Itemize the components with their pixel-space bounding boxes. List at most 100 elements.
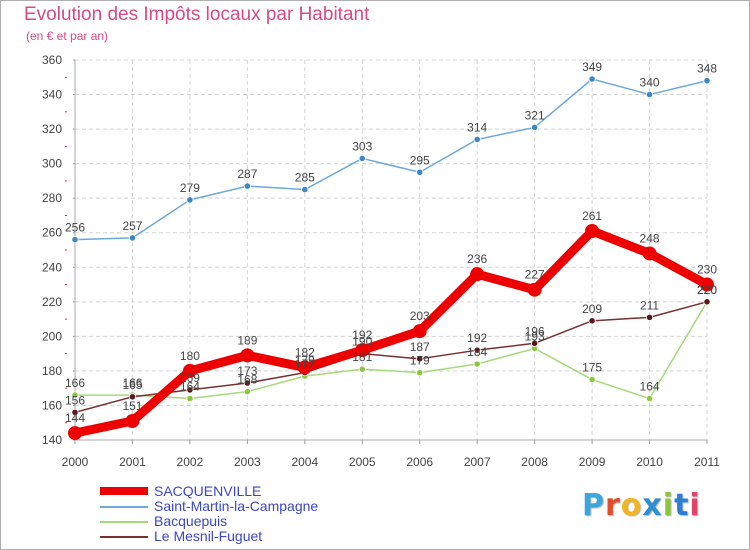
data-point-saint-martin-la-campagne bbox=[473, 135, 481, 144]
data-label-sacquenville: 230 bbox=[697, 263, 717, 277]
data-point-sacquenville bbox=[297, 360, 312, 375]
x-tick-label: 2009 bbox=[579, 455, 606, 469]
data-label-bacquepuis: 168 bbox=[237, 373, 257, 387]
data-label-le-mesnil-fuguet: 192 bbox=[467, 331, 487, 345]
chart-title: Evolution des Impôts locaux par Habitant bbox=[24, 4, 370, 25]
data-label-sacquenville: 144 bbox=[65, 411, 85, 425]
logo-letter: r bbox=[605, 488, 621, 523]
data-label-le-mesnil-fuguet: 173 bbox=[237, 364, 257, 378]
data-point-saint-martin-la-campagne bbox=[703, 77, 711, 85]
x-tick-label: 2000 bbox=[62, 455, 89, 469]
y-tick-label: 180 bbox=[42, 364, 62, 378]
data-point-sacquenville bbox=[125, 414, 140, 428]
series-lines bbox=[68, 75, 714, 441]
data-point-bacquepuis bbox=[71, 391, 79, 399]
data-point-le-mesnil-fuguet bbox=[473, 346, 481, 354]
y-tick-label: 260 bbox=[42, 226, 62, 240]
data-label-saint-martin-la-campagne: 303 bbox=[352, 139, 372, 153]
data-label-bacquepuis: 181 bbox=[352, 350, 372, 364]
x-tick-label: 2011 bbox=[694, 455, 720, 469]
data-label-le-mesnil-fuguet: 220 bbox=[697, 283, 717, 297]
data-label-sacquenville: 203 bbox=[410, 309, 430, 323]
data-point-sacquenville bbox=[240, 348, 255, 363]
legend-item-saint-martin: Saint-Martin-la-Campagne bbox=[100, 499, 460, 514]
data-point-saint-martin-la-campagne bbox=[358, 154, 366, 163]
data-point-sacquenville bbox=[585, 224, 600, 238]
data-point-le-mesnil-fuguet bbox=[128, 393, 137, 401]
data-point-saint-martin-la-campagne bbox=[301, 185, 309, 194]
legend-label-le-mesnil-fuguet: Le Mesnil-Fuguet bbox=[154, 528, 263, 544]
data-label-sacquenville: 182 bbox=[295, 345, 315, 359]
data-point-bacquepuis bbox=[243, 388, 251, 396]
legend-item-le-mesnil-fuguet: Le Mesnil-Fuguet bbox=[100, 529, 460, 544]
y-tick-label: 240 bbox=[42, 260, 62, 274]
data-point-le-mesnil-fuguet bbox=[186, 386, 194, 394]
data-label-saint-martin-la-campagne: 348 bbox=[697, 62, 717, 76]
data-point-saint-martin-la-campagne bbox=[416, 168, 424, 176]
data-point-saint-martin-la-campagne bbox=[531, 123, 539, 131]
data-label-le-mesnil-fuguet: 211 bbox=[640, 298, 659, 312]
data-point-bacquepuis bbox=[645, 394, 654, 403]
y-tick-label: 300 bbox=[42, 157, 62, 171]
data-label-sacquenville: 248 bbox=[640, 231, 660, 245]
legend-item-sacquenville: SACQUENVILLE bbox=[100, 484, 460, 499]
line-chart: 140 160 180 200 220 240 260 280 300 320 340 360 2000… bbox=[42, 53, 720, 469]
x-tick-label: 2008 bbox=[521, 455, 548, 469]
data-label-sacquenville: 180 bbox=[180, 349, 200, 363]
data-label-le-mesnil-fuguet: 196 bbox=[525, 324, 545, 338]
logo-letter: P bbox=[582, 488, 605, 523]
data-label-bacquepuis: 177 bbox=[295, 357, 315, 371]
data-point-saint-martin-la-campagne bbox=[588, 75, 596, 83]
legend-label-sacquenville: SACQUENVILLE bbox=[154, 483, 262, 499]
data-label-saint-martin-la-campagne: 321 bbox=[525, 108, 545, 122]
data-label-saint-martin-la-campagne: 285 bbox=[295, 171, 315, 185]
logo-letter: o bbox=[620, 488, 643, 523]
series-line-sacquenville bbox=[70, 226, 712, 438]
data-label-saint-martin-la-campagne: 287 bbox=[237, 167, 257, 181]
data-label-bacquepuis: 179 bbox=[410, 354, 430, 368]
legend-swatch-le-mesnil-fuguet bbox=[100, 536, 148, 538]
data-label-sacquenville: 192 bbox=[352, 328, 372, 342]
x-tick-label: 2001 bbox=[119, 455, 146, 469]
data-point-sacquenville bbox=[527, 282, 542, 297]
chart-subtitle: (en € et par an) bbox=[26, 29, 109, 43]
data-label-le-mesnil-fuguet: 179 bbox=[295, 354, 315, 368]
data-label-saint-martin-la-campagne: 349 bbox=[582, 60, 602, 74]
data-label-sacquenville: 189 bbox=[237, 333, 257, 347]
data-point-sacquenville bbox=[470, 267, 485, 282]
data-point-sacquenville bbox=[700, 277, 714, 292]
x-tick-label: 2002 bbox=[177, 455, 204, 469]
data-point-le-mesnil-fuguet bbox=[703, 298, 711, 306]
y-tick-label: 200 bbox=[42, 329, 62, 343]
y-tick-label: 340 bbox=[42, 88, 62, 102]
data-label-sacquenville: 227 bbox=[525, 268, 545, 282]
data-point-bacquepuis bbox=[358, 365, 366, 373]
series-line-saint-martin-la-campagne bbox=[74, 78, 708, 241]
data-point-sacquenville bbox=[182, 363, 197, 378]
data-point-le-mesnil-fuguet bbox=[243, 379, 251, 387]
y-tick-label: 280 bbox=[42, 191, 62, 205]
data-point-saint-martin-la-campagne bbox=[71, 236, 79, 244]
data-label-bacquepuis: 184 bbox=[467, 345, 487, 359]
axes: 140 160 180 200 220 240 260 280 300 320 340 360 2000… bbox=[42, 53, 720, 469]
data-label-saint-martin-la-campagne: 295 bbox=[410, 153, 430, 167]
data-point-saint-martin-la-campagne bbox=[186, 196, 194, 204]
data-point-le-mesnil-fuguet bbox=[588, 317, 596, 325]
x-tick-label: 2007 bbox=[464, 455, 491, 469]
data-label-bacquepuis: 164 bbox=[640, 380, 660, 394]
data-point-le-mesnil-fuguet bbox=[71, 408, 79, 416]
data-label-le-mesnil-fuguet: 165 bbox=[122, 378, 142, 392]
data-label-bacquepuis: 220 bbox=[697, 283, 717, 297]
proxiti-logo: Proxiti bbox=[582, 488, 701, 523]
legend-swatch-sacquenville bbox=[100, 487, 148, 495]
data-label-bacquepuis: 166 bbox=[122, 376, 142, 390]
series-line-bacquepuis bbox=[74, 301, 708, 400]
data-label-le-mesnil-fuguet: 209 bbox=[582, 302, 602, 316]
x-tick-label: 2006 bbox=[406, 455, 433, 469]
legend-swatch-bacquepuis bbox=[100, 521, 148, 523]
logo-letter: x bbox=[642, 488, 663, 523]
data-point-saint-martin-la-campagne bbox=[128, 234, 137, 242]
data-point-saint-martin-la-campagne bbox=[645, 90, 654, 99]
